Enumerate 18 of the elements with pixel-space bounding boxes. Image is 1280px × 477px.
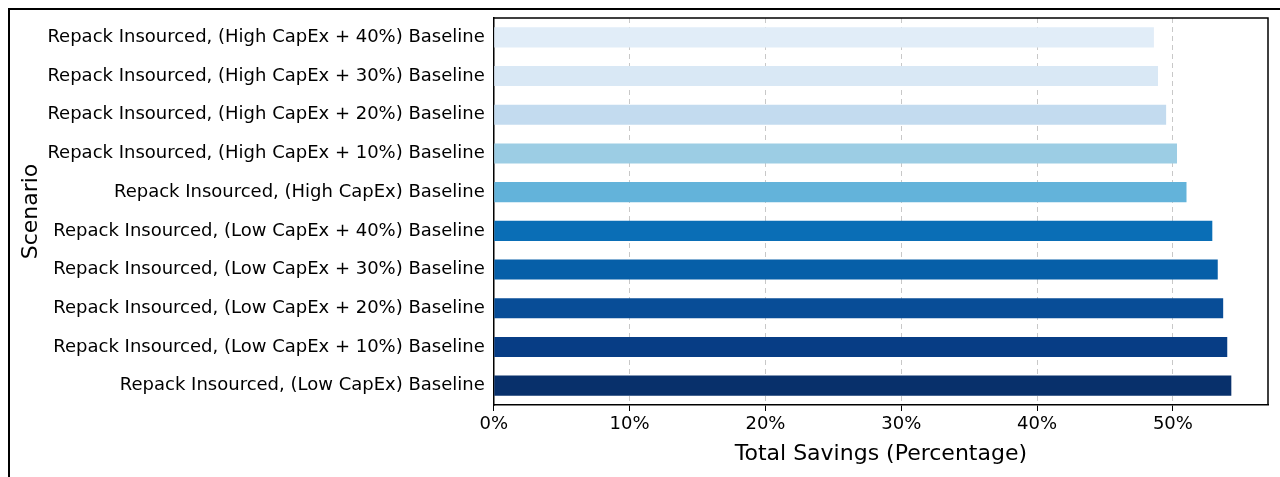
x-tick-label: 20% bbox=[745, 412, 786, 434]
x-tick-label: 0% bbox=[479, 412, 509, 434]
y-tick-label: Repack Insourced, (High CapEx + 30%) Baseline bbox=[47, 63, 485, 85]
y-tick-label: Repack Insourced, (Low CapEx) Baseline bbox=[119, 373, 485, 395]
y-tick-label: Repack Insourced, (Low CapEx + 30%) Baseline bbox=[53, 257, 485, 279]
y-tick-label: Repack Insourced, (Low CapEx + 40%) Baseline bbox=[53, 218, 485, 240]
x-tick-label: 50% bbox=[1152, 412, 1193, 434]
y-tick-label: Repack Insourced, (High CapEx + 20%) Baseline bbox=[47, 102, 485, 124]
y-tick-label: Repack Insourced, (Low CapEx + 20%) Baseline bbox=[53, 295, 485, 317]
y-tick-label: Repack Insourced, (High CapEx) Baseline bbox=[113, 179, 485, 201]
y-tick-label: Repack Insourced, (Low CapEx + 10%) Baseline bbox=[53, 334, 485, 356]
y-tick-label: Repack Insourced, (High CapEx + 10%) Baseline bbox=[47, 141, 485, 163]
y-tick-label: Repack Insourced, (High CapEx + 40%) Baseline bbox=[47, 25, 485, 47]
x-tick-label: 30% bbox=[881, 412, 922, 434]
x-tick-label: 40% bbox=[1017, 412, 1058, 434]
x-axis-title: Total Savings (Percentage) bbox=[733, 439, 1028, 465]
x-tick-label: 10% bbox=[609, 412, 650, 434]
y-axis-title: Scenario bbox=[16, 163, 42, 260]
